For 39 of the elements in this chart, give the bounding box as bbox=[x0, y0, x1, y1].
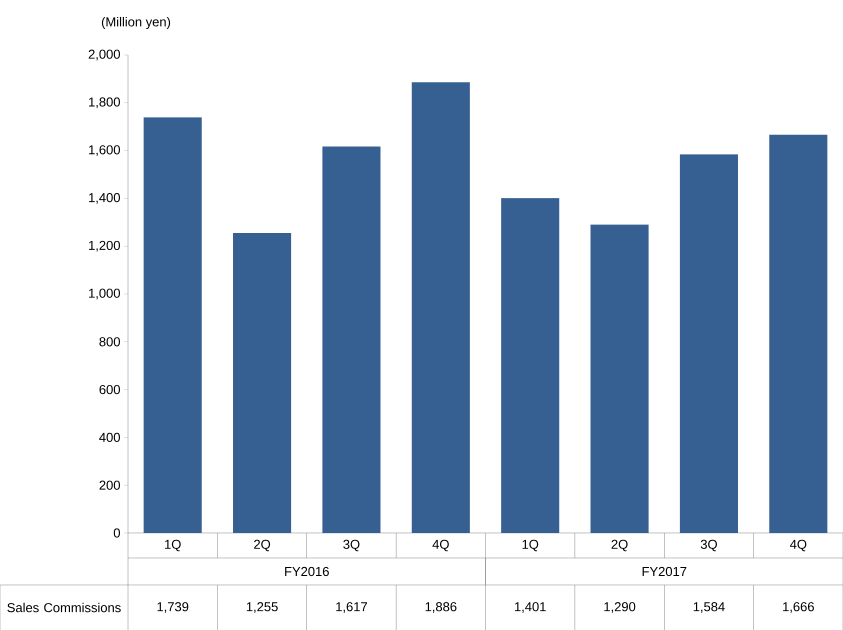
data-label: 1,255 bbox=[246, 602, 278, 613]
y-axis-title: (Million yen) bbox=[102, 16, 170, 30]
y-tick-label: 0 bbox=[114, 528, 120, 538]
text: Sales Commissions bbox=[7, 602, 121, 612]
y-tick-label: 400 bbox=[99, 432, 120, 442]
y-tick-label: 1,200 bbox=[89, 240, 120, 252]
y-tick-label: 200 bbox=[100, 480, 120, 490]
bar bbox=[322, 146, 380, 533]
y-tick-label: 1,800 bbox=[89, 97, 120, 108]
y-tick-label: 1,000 bbox=[89, 288, 120, 300]
x-tick-label: 4Q bbox=[432, 540, 449, 552]
bar bbox=[233, 233, 292, 533]
x-tick-label: 3Q bbox=[700, 540, 717, 552]
x-tick-label: 2Q bbox=[612, 540, 628, 552]
x-tick-label: 2Q bbox=[254, 540, 270, 552]
y-tick-label: 1,400 bbox=[89, 193, 120, 204]
y-tick-label: 800 bbox=[99, 337, 120, 346]
bar bbox=[412, 82, 470, 533]
data-label: 1,584 bbox=[694, 602, 725, 613]
bar bbox=[769, 134, 828, 533]
x-tick-label: 3Q bbox=[343, 540, 360, 552]
y-tick-label: 2,000 bbox=[88, 50, 120, 60]
bar bbox=[680, 154, 738, 533]
data-label: 1,886 bbox=[426, 602, 456, 613]
data-label: 1,617 bbox=[336, 602, 367, 613]
data-label: 1,401 bbox=[514, 602, 546, 613]
data-label: 1,666 bbox=[783, 602, 814, 613]
x-tick-label: 1Q bbox=[165, 540, 181, 552]
data-label: 1,739 bbox=[157, 602, 188, 613]
text: FY2017 bbox=[642, 566, 686, 576]
data-label: 1,290 bbox=[604, 602, 636, 613]
y-tick-label: 1,600 bbox=[89, 145, 120, 156]
bar bbox=[501, 198, 560, 533]
bar bbox=[590, 224, 649, 533]
y-tick-label: 600 bbox=[100, 384, 120, 394]
text: FY2016 bbox=[285, 566, 329, 576]
bar bbox=[144, 117, 202, 533]
x-tick-label: 4Q bbox=[790, 540, 806, 552]
x-tick-label: 1Q bbox=[522, 540, 538, 552]
